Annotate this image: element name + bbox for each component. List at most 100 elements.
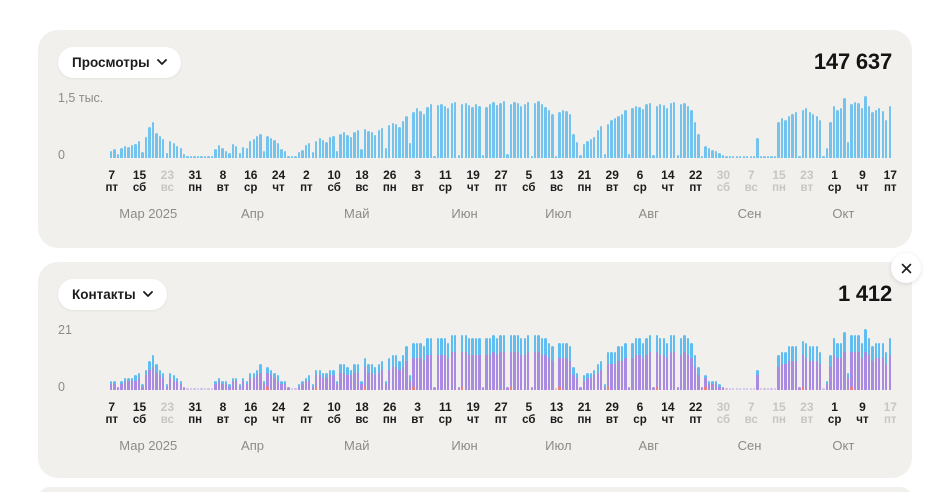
bar-day-34[interactable] — [228, 153, 231, 158]
bar-day-167[interactable] — [690, 110, 693, 158]
bar-day-110[interactable] — [492, 102, 495, 158]
bar-day-139[interactable] — [593, 137, 596, 158]
bar-day-1[interactable] — [113, 149, 116, 158]
bar-day-167[interactable] — [690, 343, 693, 390]
bar-day-201[interactable] — [808, 112, 811, 158]
bar-day-86[interactable] — [408, 375, 412, 390]
bar-day-68[interactable] — [346, 134, 349, 158]
bar-day-198[interactable] — [798, 155, 801, 158]
bar-day-115[interactable] — [509, 334, 513, 390]
bar-day-99[interactable] — [454, 334, 457, 390]
bar-day-169[interactable] — [697, 134, 700, 158]
bar-day-220[interactable] — [874, 110, 877, 158]
bar-day-145[interactable] — [613, 352, 617, 390]
bar-day-72[interactable] — [360, 148, 363, 158]
bar-day-65[interactable] — [335, 381, 339, 390]
bar-day-162[interactable] — [673, 334, 676, 390]
bar-day-215[interactable] — [857, 102, 860, 158]
bar-day-218[interactable] — [867, 106, 871, 158]
bar-day-206[interactable] — [825, 148, 829, 158]
bar-day-10[interactable] — [144, 369, 148, 390]
bar-day-46[interactable] — [269, 369, 273, 390]
bar-day-200[interactable] — [805, 108, 808, 158]
bar-day-144[interactable] — [610, 352, 613, 390]
bar-day-183[interactable] — [746, 156, 749, 158]
bar-day-18[interactable] — [172, 375, 175, 390]
bar-day-106[interactable] — [478, 337, 481, 390]
bar-day-31[interactable] — [217, 145, 221, 158]
bar-day-147[interactable] — [620, 346, 624, 390]
bar-day-180[interactable] — [735, 388, 738, 390]
bar-day-166[interactable] — [686, 106, 690, 158]
bar-day-0[interactable] — [110, 381, 113, 390]
bar-day-36[interactable] — [235, 378, 238, 390]
bar-day-78[interactable] — [381, 127, 384, 158]
bar-day-132[interactable] — [568, 346, 572, 390]
bar-day-59[interactable] — [315, 141, 318, 158]
bar-day-89[interactable] — [419, 110, 422, 158]
bar-day-74[interactable] — [367, 363, 370, 390]
bar-day-59[interactable] — [315, 369, 318, 390]
bar-day-165[interactable] — [683, 102, 686, 158]
bar-day-6[interactable] — [130, 378, 134, 390]
bar-day-134[interactable] — [575, 372, 579, 390]
bar-day-7[interactable] — [134, 375, 137, 390]
bar-day-104[interactable] — [471, 106, 474, 158]
bar-day-146[interactable] — [617, 116, 620, 158]
bar-day-162[interactable] — [673, 102, 676, 158]
bar-day-114[interactable] — [506, 387, 509, 390]
bar-day-139[interactable] — [593, 369, 596, 390]
bar-day-205[interactable] — [822, 156, 825, 158]
bar-day-150[interactable] — [631, 108, 634, 158]
bar-day-45[interactable] — [266, 366, 269, 390]
bar-day-37[interactable] — [238, 153, 241, 158]
bar-day-137[interactable] — [586, 372, 589, 390]
bar-day-183[interactable] — [746, 388, 749, 390]
bar-day-163[interactable] — [676, 154, 679, 158]
bar-day-142[interactable] — [603, 154, 606, 158]
bar-day-15[interactable] — [162, 372, 165, 390]
bar-day-85[interactable] — [405, 116, 408, 158]
bar-day-45[interactable] — [266, 136, 269, 158]
bar-day-153[interactable] — [641, 343, 645, 390]
bar-day-194[interactable] — [784, 120, 787, 158]
bar-day-119[interactable] — [523, 337, 526, 390]
bar-day-43[interactable] — [259, 363, 262, 390]
bar-day-148[interactable] — [624, 343, 627, 390]
bar-day-130[interactable] — [561, 110, 565, 158]
bar-day-193[interactable] — [780, 352, 784, 390]
bar-day-209[interactable] — [836, 110, 839, 158]
bar-day-158[interactable] — [659, 337, 662, 390]
bar-day-123[interactable] — [537, 101, 540, 158]
bar-day-62[interactable] — [325, 142, 328, 158]
bar-day-165[interactable] — [683, 334, 686, 390]
bar-day-125[interactable] — [544, 337, 547, 390]
bar-day-104[interactable] — [471, 337, 474, 390]
bar-day-186[interactable] — [756, 369, 759, 390]
bar-day-17[interactable] — [169, 141, 172, 158]
bar-day-79[interactable] — [384, 148, 387, 158]
bar-day-53[interactable] — [294, 388, 297, 390]
bar-day-61[interactable] — [322, 139, 325, 158]
bar-day-175[interactable] — [718, 153, 721, 158]
bar-day-29[interactable] — [210, 388, 214, 390]
bar-day-3[interactable] — [120, 147, 123, 158]
bar-day-72[interactable] — [360, 381, 363, 390]
bar-day-216[interactable] — [860, 108, 864, 158]
bar-day-3[interactable] — [120, 381, 123, 390]
bar-day-32[interactable] — [221, 147, 224, 158]
bar-day-35[interactable] — [231, 144, 234, 158]
bar-day-54[interactable] — [297, 384, 301, 390]
bar-day-12[interactable] — [151, 122, 155, 158]
bar-day-160[interactable] — [666, 108, 669, 158]
bar-day-56[interactable] — [304, 378, 307, 390]
bar-day-158[interactable] — [659, 104, 662, 158]
bar-day-90[interactable] — [422, 114, 426, 158]
bar-day-11[interactable] — [148, 126, 151, 158]
bar-day-214[interactable] — [853, 334, 857, 390]
bar-day-138[interactable] — [589, 138, 592, 158]
bar-day-11[interactable] — [148, 360, 151, 390]
contacts-metric-dropdown[interactable]: Контакты — [58, 278, 167, 310]
bar-day-99[interactable] — [454, 102, 457, 158]
bar-day-63[interactable] — [328, 369, 332, 390]
